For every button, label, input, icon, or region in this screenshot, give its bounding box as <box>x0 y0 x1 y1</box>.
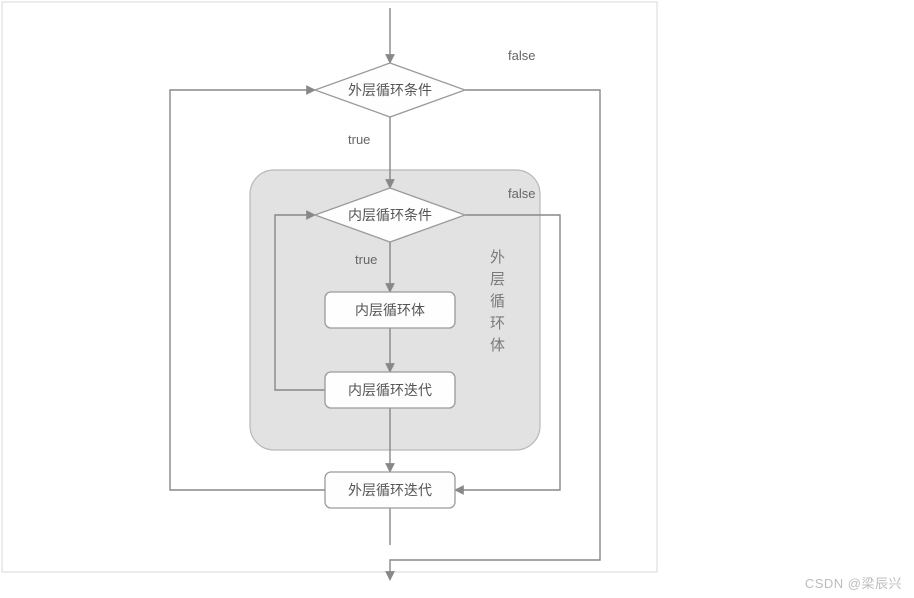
node-label-inner_cond: 内层循环条件 <box>348 207 432 223</box>
vertical-label-char-1: 层 <box>490 271 505 288</box>
vertical-label-char-2: 循 <box>490 293 505 310</box>
vertical-label-char-3: 环 <box>490 315 505 332</box>
vertical-label-char-4: 体 <box>490 337 505 354</box>
node-label-outer_cond: 外层循环条件 <box>348 82 432 98</box>
node-label-outer_iter: 外层循环迭代 <box>348 482 432 498</box>
node-label-inner_body: 内层循环体 <box>355 302 425 318</box>
edge-label-inner_true: true <box>355 252 377 267</box>
node-label-inner_iter: 内层循环迭代 <box>348 382 432 398</box>
edge-label-inner_false: false <box>508 186 535 201</box>
edge-label-outer_false: false <box>508 48 535 63</box>
watermark-text: CSDN @梁辰兴 <box>805 573 902 592</box>
flowchart-svg: 外层循环条件内层循环条件内层循环体内层循环迭代外层循环迭代 false true fa… <box>0 0 914 598</box>
vertical-label-char-0: 外 <box>490 249 505 266</box>
edge-label-outer_true: true <box>348 132 370 147</box>
